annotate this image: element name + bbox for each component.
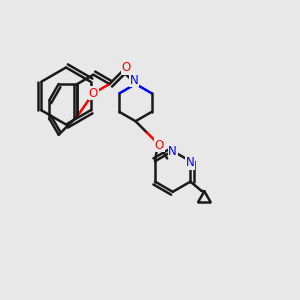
Text: N: N	[130, 74, 138, 87]
Text: O: O	[155, 139, 164, 152]
Text: O: O	[89, 87, 98, 100]
Text: O: O	[122, 61, 131, 74]
Text: N: N	[168, 145, 177, 158]
Text: N: N	[186, 156, 195, 169]
